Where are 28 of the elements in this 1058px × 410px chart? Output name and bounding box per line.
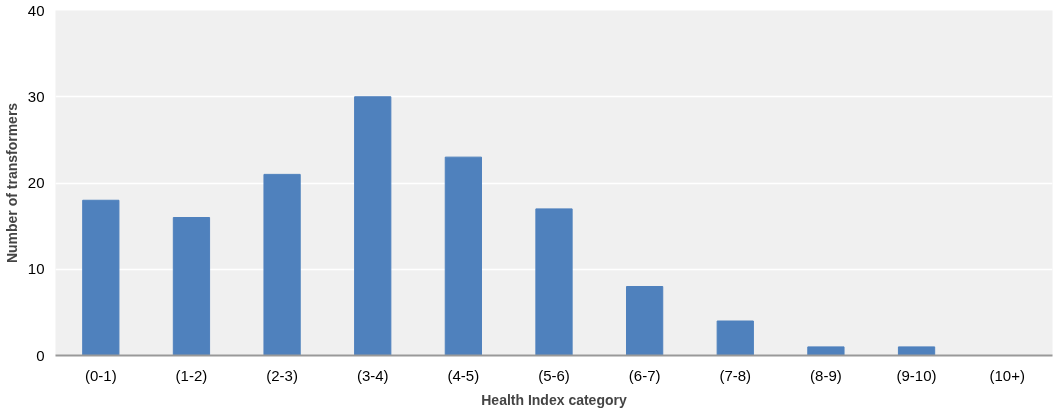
bar xyxy=(716,320,754,356)
x-tick-label: (2-3) xyxy=(266,366,298,384)
bar xyxy=(354,96,392,356)
x-tick-label: (6-7) xyxy=(628,366,661,384)
x-tick-label: (7-8) xyxy=(719,366,752,384)
y-tick-label: 20 xyxy=(27,174,45,191)
x-tick-label: (10+) xyxy=(989,366,1025,384)
bar xyxy=(535,208,573,356)
bar xyxy=(444,156,482,356)
y-tick-label: 0 xyxy=(36,346,45,364)
y-tick-label: 40 xyxy=(27,1,45,19)
x-tick-label: (8-9) xyxy=(810,366,842,384)
bar xyxy=(172,217,211,356)
bar xyxy=(807,346,845,356)
bar xyxy=(897,346,936,356)
x-axis-title: Health Index category xyxy=(481,391,627,408)
y-tick-label: 30 xyxy=(27,87,45,105)
x-tick-label: (5-6) xyxy=(538,366,570,384)
bar xyxy=(626,286,664,356)
x-tick-label: (9-10) xyxy=(896,366,937,384)
x-tick-label: (1-2) xyxy=(175,366,208,384)
y-tick-label: 10 xyxy=(27,260,45,278)
bar xyxy=(82,199,120,356)
bar xyxy=(263,173,301,356)
x-tick-label: (0-1) xyxy=(84,366,117,384)
x-tick-label: (3-4) xyxy=(356,366,389,384)
x-tick-label: (4-5) xyxy=(447,366,480,384)
y-axis-title: Number of transformers xyxy=(3,102,20,264)
